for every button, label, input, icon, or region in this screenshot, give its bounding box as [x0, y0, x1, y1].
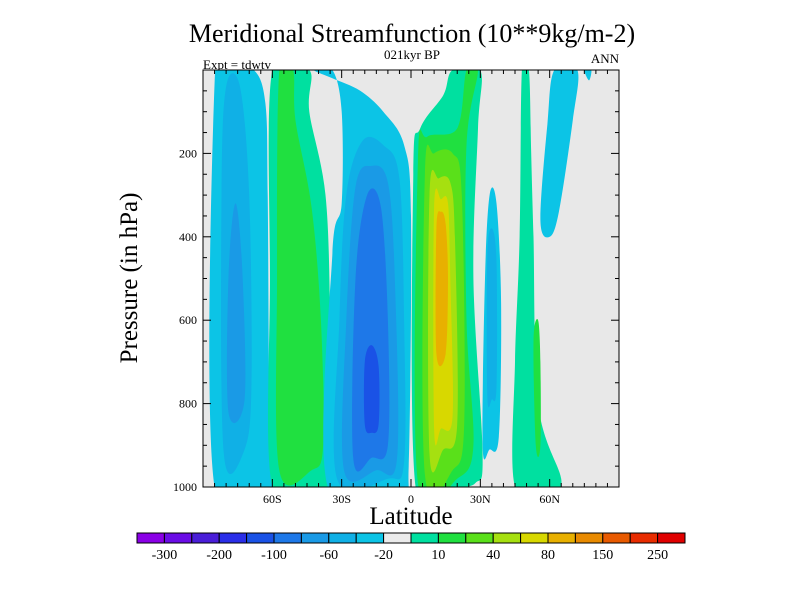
- colorbar-label: 80: [541, 548, 555, 563]
- x-tick-label: 0: [408, 492, 414, 506]
- colorbar-label: 10: [431, 548, 445, 563]
- colorbar-label: -300: [152, 548, 178, 563]
- x-tick-label: 30N: [470, 492, 491, 506]
- x-tick-label: 60S: [263, 492, 282, 506]
- colorbar-swatch: [574, 532, 604, 544]
- nh-subpolar-positive-contour-2: [533, 319, 541, 458]
- colorbar-label: 40: [486, 548, 500, 563]
- y-tick-label: 600: [179, 313, 197, 327]
- chart-subtitle-left: Expt = tdwtv: [203, 57, 271, 72]
- sh-hadley-cell-contour-4: [352, 188, 390, 472]
- plot-area: 60S 30S 0 30N 60N 200 400 600 800 1000: [173, 69, 620, 506]
- colorbar-swatch: [520, 532, 549, 544]
- colorbar-swatch: [492, 532, 522, 544]
- colorbar-swatch: [328, 532, 357, 544]
- colorbar: -300 -200 -100 -60 -20 10 40 80 150 250: [136, 532, 686, 563]
- sh-polar-cell: [209, 70, 281, 487]
- y-axis-label: Pressure (in hPa): [116, 193, 143, 364]
- colorbar-swatch: [629, 532, 659, 544]
- nh-polar-cell-contour-1: [540, 70, 579, 238]
- colorbar-swatch: [136, 532, 165, 544]
- y-tick-label: 200: [179, 146, 197, 160]
- colorbar-label: -60: [319, 548, 338, 563]
- colorbar-swatch: [191, 532, 220, 544]
- y-tick-label: 1000: [173, 480, 197, 494]
- nh-subpolar-positive-contour-1: [512, 70, 562, 487]
- colorbar-swatch: [410, 532, 439, 544]
- sh-ferrel-cell-contour-2: [275, 70, 324, 486]
- colorbar-label: -200: [206, 548, 232, 563]
- colorbar-swatch: [465, 532, 494, 544]
- x-tick-label: 60N: [539, 492, 560, 506]
- sh-hadley-cell: [313, 70, 412, 487]
- sh-ferrel-cell: [267, 70, 332, 487]
- nh-ferrel-cell-contour-2: [486, 228, 498, 408]
- colorbar-swatch: [300, 532, 330, 544]
- colorbar-swatch: [273, 532, 302, 544]
- chart-subtitle-right: ANN: [591, 51, 620, 66]
- nh-hadley-cell-contour-6: [435, 211, 448, 367]
- sh-polar-cell-contour-3: [226, 203, 246, 424]
- x-tick-label: 30S: [332, 492, 351, 506]
- nh-hadley-cell: [411, 70, 483, 487]
- nh-polar-cell-contour-2: [584, 70, 592, 81]
- colorbar-swatch: [355, 532, 385, 544]
- nh-polar-cell: [540, 70, 592, 238]
- colorbar-swatch: [437, 532, 467, 544]
- colorbar-swatch: [383, 532, 412, 544]
- colorbar-swatch: [657, 532, 686, 544]
- x-axis-label: Latitude: [369, 503, 452, 530]
- nh-ferrel-cell: [482, 187, 502, 460]
- colorbar-label: -100: [261, 548, 287, 563]
- y-tick-label: 400: [179, 230, 197, 244]
- colorbar-swatch: [547, 532, 576, 544]
- chart-subtitle-center: 021kyr BP: [384, 47, 440, 62]
- colorbar-swatch: [218, 532, 248, 544]
- colorbar-label: 150: [592, 548, 613, 563]
- colorbar-label: -20: [374, 548, 393, 563]
- chart-title: Meridional Streamfunction (10**9kg/m-2): [189, 19, 635, 48]
- nh-subpolar-positive: [512, 70, 562, 487]
- colorbar-swatch: [602, 532, 631, 544]
- colorbar-label: 250: [647, 548, 668, 563]
- colorbar-swatch: [163, 532, 193, 544]
- colorbar-swatch: [246, 532, 275, 544]
- y-tick-label: 800: [179, 397, 197, 411]
- sh-hadley-cell-contour-5: [363, 345, 380, 434]
